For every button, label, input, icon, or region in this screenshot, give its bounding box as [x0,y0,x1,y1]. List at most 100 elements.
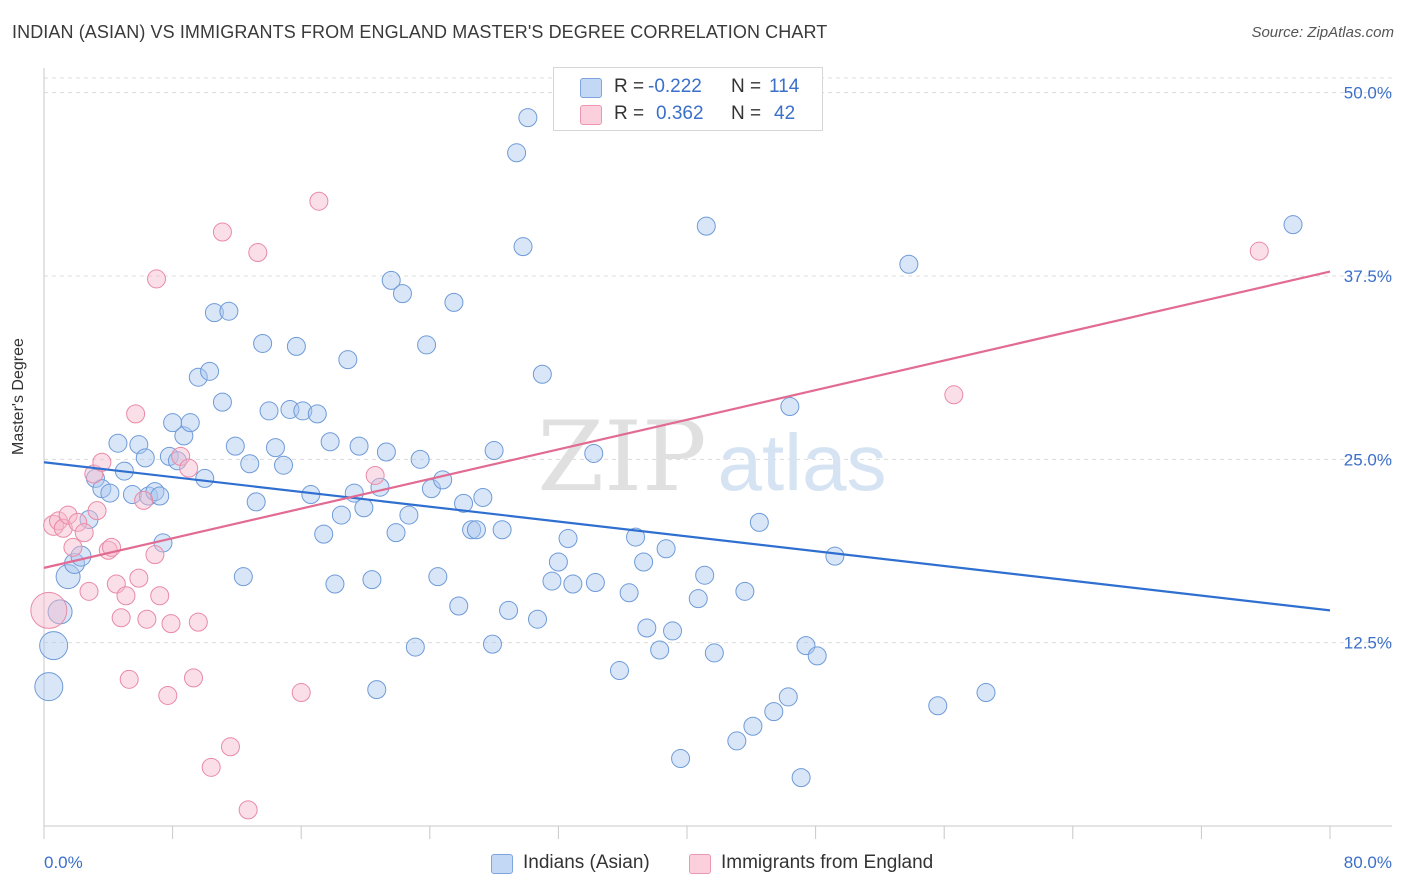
point-indians [307,404,327,424]
point-indians [609,661,629,681]
x-tick-label: 0.0% [44,853,83,872]
watermark-atlas: atlas [718,418,887,507]
point-indians [259,401,279,421]
point-england [92,452,112,472]
point-indians [584,443,604,463]
point-england [145,545,165,565]
point-indians [449,596,469,616]
point-indians [225,436,245,456]
point-indians [405,637,425,657]
point-indians [195,468,215,488]
point-indians [656,539,676,559]
point-england [291,683,311,703]
point-indians [585,573,605,593]
bottom-legend-swatch-pink [689,854,711,874]
point-indians [34,672,64,702]
point-england [30,591,68,629]
legend-n-label: N = [731,103,762,124]
point-indians [518,108,538,128]
point-indians [233,567,253,587]
y-tick-label: 37.5% [1344,267,1392,286]
watermark-zip: ZIP [537,401,706,513]
watermark: ZIP atlas [537,401,886,513]
point-indians [325,574,345,594]
point-indians [696,216,716,236]
point-england [87,501,107,521]
point-indians [314,524,334,544]
legend-r-label: R = [614,103,645,124]
point-england [171,446,191,466]
point-england [1249,241,1269,261]
grid-lines [44,77,1392,644]
point-indians [704,643,724,663]
point-indians [376,442,396,462]
point-indians [825,546,845,566]
trend-lines [43,270,1331,612]
point-indians [362,570,382,590]
trend-line-england [43,270,1331,569]
point-indians [558,529,578,549]
point-indians [200,361,220,381]
point-indians [507,143,527,163]
point-england [212,222,232,242]
point-indians [473,487,493,507]
point-indians [410,449,430,469]
point-indians [466,520,486,540]
point-indians [727,731,747,751]
point-indians [367,680,387,700]
point-indians [253,333,273,353]
point-indians [293,401,313,421]
y-tick-label: 50.0% [1344,84,1392,103]
point-england [220,737,240,757]
point-indians [122,485,142,505]
point-indians [563,574,583,594]
point-england [238,800,258,820]
point-england [179,458,199,478]
legend-r-label: R = [614,76,645,97]
point-indians [386,523,406,543]
legend-n-value: 42 [774,103,796,124]
point-indians [55,564,81,590]
point-england [944,385,964,405]
point-indians [688,589,708,609]
point-england [63,537,83,557]
point-indians [749,512,769,532]
point-england [137,609,157,629]
point-indians [484,441,504,461]
point-england [68,512,88,532]
legend-n-value: 114 [769,76,800,97]
point-indians [650,640,670,660]
point-england [201,757,221,777]
point-indians [381,270,401,290]
point-england [126,404,146,424]
point-indians [780,397,800,417]
y-axis-label: Master's Degree [10,338,27,455]
point-indians [663,621,683,641]
point-england [188,612,208,632]
point-england [116,586,136,606]
point-indians [791,768,811,788]
point-indians [150,486,170,506]
point-indians [764,702,784,722]
point-indians [180,413,200,433]
point-indians [135,448,155,468]
point-england [134,490,154,510]
legend-swatch-blue [580,78,602,98]
point-england [158,685,178,705]
point-indians [246,492,266,512]
point-indians [417,335,437,355]
point-england [161,614,181,634]
point-england [79,581,99,601]
point-indians [100,483,120,503]
point-england [58,505,78,525]
point-indians [286,336,306,356]
point-indians [265,438,285,458]
x-tick-label: 80.0% [1344,853,1392,872]
legend-r-value: 0.362 [656,103,704,124]
point-indians [428,567,448,587]
point-indians [444,292,464,312]
point-indians [976,683,996,703]
point-indians [743,716,763,736]
point-indians [499,600,519,620]
point-indians [634,552,654,572]
